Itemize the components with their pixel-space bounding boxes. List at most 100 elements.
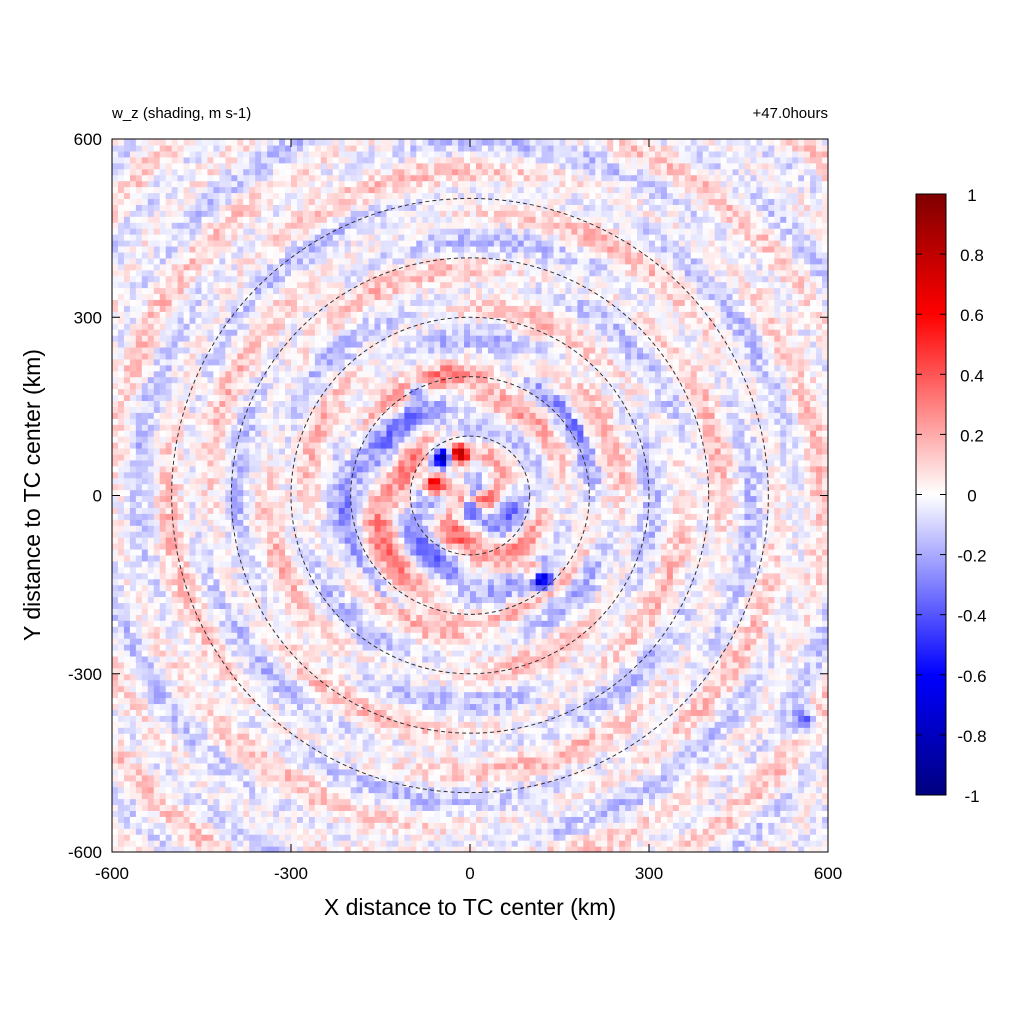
heatmap-cell [213,686,220,693]
heatmap-cell [154,347,161,354]
heatmap-cell [231,198,238,205]
heatmap-cell [213,454,220,461]
heatmap-cell [184,638,191,645]
heatmap-cell [333,436,340,443]
heatmap-cell [124,252,131,259]
heatmap-cell [213,270,220,277]
heatmap-cell [291,799,298,806]
heatmap-cell [279,377,286,384]
heatmap-cell [291,400,298,407]
heatmap-cell [118,763,125,770]
heatmap-cell [255,490,262,497]
heatmap-cell [315,496,322,503]
heatmap-cell [154,210,161,217]
heatmap-cell [231,745,238,752]
heatmap-cell [202,787,209,794]
heatmap-cell [321,727,328,734]
heatmap-cell [327,650,334,657]
heatmap-cell [339,169,346,176]
heatmap-cell [303,466,310,473]
heatmap-cell [202,192,209,199]
heatmap-cell [213,769,220,776]
heatmap-cell [315,644,322,651]
heatmap-cell [273,840,280,847]
heatmap-cell [267,787,274,794]
heatmap-cell [273,234,280,241]
heatmap-cell [267,745,274,752]
heatmap-cell [297,775,304,782]
heatmap-cell [291,787,298,794]
heatmap-cell [136,288,143,295]
heatmap-cell [219,787,226,794]
heatmap-cell [315,638,322,645]
heatmap-cell [172,353,179,360]
heatmap-cell [225,341,232,348]
heatmap-cell [219,472,226,479]
heatmap-cell [160,252,167,259]
heatmap-cell [291,430,298,437]
heatmap-cell [261,187,268,194]
heatmap-cell [196,626,203,633]
heatmap-cell [261,430,268,437]
heatmap-cell [196,769,203,776]
heatmap-cell [273,377,280,384]
heatmap-cell [297,763,304,770]
heatmap-cell [231,240,238,247]
heatmap-cell [321,198,328,205]
heatmap-cell [118,496,125,503]
heatmap-cell [202,389,209,396]
heatmap-cell [166,317,173,324]
heatmap-cell [327,614,334,621]
heatmap-cell [297,804,304,811]
heatmap-cell [297,341,304,348]
heatmap-cell [112,418,119,425]
heatmap-cell [148,549,155,556]
heatmap-cell [213,620,220,627]
heatmap-cell [273,424,280,431]
heatmap-cell [321,686,328,693]
heatmap-cell [333,335,340,342]
heatmap-cell [267,175,274,182]
heatmap-cell [118,175,125,182]
heatmap-cell [339,668,346,675]
heatmap-cell [303,531,310,538]
heatmap-cell [273,436,280,443]
heatmap-cell [160,769,167,776]
heatmap-cell [190,579,197,586]
heatmap-cell [303,288,310,295]
heatmap-cell [172,793,179,800]
heatmap-cell [202,727,209,734]
heatmap-cell [130,810,137,817]
heatmap-cell [285,353,292,360]
heatmap-cell [154,763,161,770]
heatmap-cell [154,282,161,289]
heatmap-cell [243,157,250,164]
heatmap-cell [207,810,214,817]
heatmap-cell [237,662,244,669]
heatmap-cell [124,501,131,508]
heatmap-cell [172,698,179,705]
heatmap-cell [273,507,280,514]
heatmap-cell [273,573,280,580]
heatmap-cell [273,258,280,265]
heatmap-cell [327,317,334,324]
heatmap-cell [249,715,256,722]
heatmap-cell [243,834,250,841]
heatmap-cell [327,216,334,223]
heatmap-cell [166,299,173,306]
heatmap-cell [267,519,274,526]
heatmap-cell [333,478,340,485]
heatmap-cell [291,389,298,396]
heatmap-cell [219,650,226,657]
heatmap-cell [279,822,286,829]
heatmap-cell [267,525,274,532]
heatmap-cell [213,626,220,633]
heatmap-cell [118,775,125,782]
heatmap-cell [243,632,250,639]
heatmap-cell [124,400,131,407]
heatmap-cell [321,799,328,806]
heatmap-cell [213,394,220,401]
heatmap-cell [273,383,280,390]
heatmap-cell [142,496,149,503]
heatmap-cell [160,585,167,592]
